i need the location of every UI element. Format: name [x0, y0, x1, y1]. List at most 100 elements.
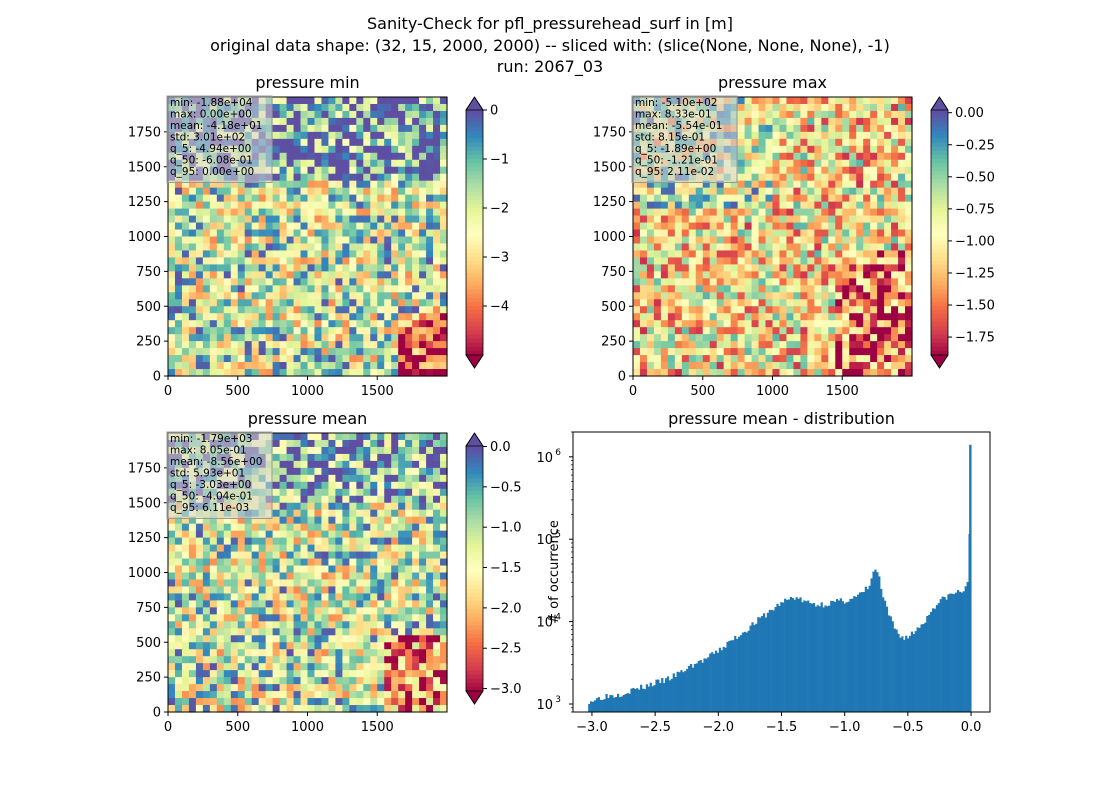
histogram-bar — [705, 658, 708, 712]
histogram-bar — [745, 632, 748, 712]
histogram-bar — [732, 640, 735, 712]
histogram-bar — [901, 636, 904, 712]
stat-line: min: -5.10e+02 — [635, 97, 717, 109]
histogram-bar — [616, 693, 620, 712]
histogram-bar — [615, 697, 618, 712]
x-tick-label: 500 — [225, 720, 250, 735]
histogram-bar — [607, 697, 610, 712]
x-tick-label: 0 — [629, 384, 637, 399]
colorbar-tick-label: −2.5 — [490, 642, 522, 657]
y-tick-label: 1000 — [593, 230, 626, 245]
histogram-bar — [784, 598, 787, 712]
histogram-bar — [880, 588, 883, 712]
histogram-bar — [933, 608, 937, 712]
stat-line: q_95: 6.11e-03 — [170, 502, 249, 514]
histogram-bar — [720, 650, 723, 712]
suptitle-line-1: Sanity-Check for pfl_pressurehead_surf i… — [367, 14, 733, 34]
histogram-bar — [726, 641, 729, 712]
histogram-bar — [924, 622, 927, 712]
y-tick-label: 750 — [136, 265, 161, 280]
suptitle-line-2: original data shape: (32, 15, 2000, 2000… — [210, 36, 890, 55]
histogram-bar — [693, 663, 697, 712]
colorbar-extend-bottom — [465, 354, 484, 369]
histogram-bar — [707, 657, 710, 712]
colorbar-tick-label: 0 — [490, 104, 498, 119]
histogram-bar — [947, 594, 950, 712]
histogram-bar — [851, 598, 854, 712]
histogram-bar — [684, 670, 687, 712]
histogram-bar — [885, 606, 889, 712]
x-tick-label: 500 — [225, 384, 250, 399]
histogram-bar — [945, 599, 948, 712]
histogram-bar — [761, 616, 764, 712]
histogram-bar — [837, 600, 841, 712]
heatmap-panels: pressure min 0 500 1000 1500 0 250 500 750 1000 12… — [128, 73, 995, 735]
histogram-bar — [599, 699, 602, 712]
histogram-bar — [941, 596, 944, 712]
colorbar-tick-label: −1.25 — [955, 266, 995, 281]
histogram-bar — [847, 601, 850, 712]
histogram-bar — [820, 602, 823, 712]
histogram-bar — [624, 694, 627, 712]
colorbar-tick-label: −2 — [490, 202, 509, 217]
histogram-bar — [609, 695, 612, 712]
colorbar-tick-label: 0.0 — [490, 440, 511, 455]
y-tick-label: 750 — [601, 265, 626, 280]
hist-y-tick-exponent: 3 — [555, 695, 561, 705]
x-tick-label: 1000 — [291, 384, 324, 399]
y-tick-label: 1250 — [593, 195, 626, 210]
histogram-bar — [659, 682, 662, 712]
histogram-bar — [803, 600, 806, 712]
histogram-bar — [713, 653, 716, 712]
histogram-bar — [592, 701, 595, 712]
y-tick-label: 250 — [136, 671, 161, 686]
histogram-bar — [764, 617, 768, 712]
histogram-bar — [883, 600, 887, 712]
x-tick-label: 1500 — [361, 720, 394, 735]
histogram-bar — [628, 693, 631, 712]
histogram-bar — [739, 635, 743, 712]
colorbar-tick-label: −4 — [490, 300, 509, 315]
colorbar-extend-top — [930, 96, 949, 111]
histogram-bar — [645, 684, 649, 712]
y-tick-label: 250 — [601, 335, 626, 350]
histogram-bar — [724, 647, 727, 712]
histogram-bar — [918, 627, 921, 712]
histogram-bar — [691, 667, 695, 712]
histogram-bar — [814, 606, 818, 712]
histogram-bar — [810, 603, 814, 712]
suptitle-line-3: run: 2067_03 — [497, 57, 603, 77]
histogram-bar — [743, 631, 746, 712]
stats-box-background — [166, 95, 273, 183]
histogram-bar — [899, 637, 902, 712]
y-tick-label: 1250 — [128, 195, 161, 210]
colorbar-outline — [930, 96, 949, 369]
stat-line: min: -1.79e+03 — [170, 433, 252, 445]
histogram-bar — [618, 697, 622, 712]
hist-y-tick-label: 10 — [536, 698, 553, 713]
histogram-bar — [801, 602, 804, 712]
panel-title: pressure min — [255, 73, 359, 92]
histogram-bar — [857, 594, 860, 712]
histogram-bar — [926, 615, 929, 712]
histogram-bar — [661, 677, 664, 712]
histogram-bar — [749, 625, 752, 712]
histogram-bar — [664, 678, 668, 712]
histogram-bar — [634, 688, 637, 712]
y-tick-label: 500 — [136, 636, 161, 651]
histogram-bar — [826, 606, 829, 712]
histogram-bar — [772, 610, 775, 712]
histogram-bar — [822, 607, 825, 712]
stat-line: q_95: 0.00e+00 — [170, 166, 254, 178]
histogram-bar — [689, 664, 693, 712]
histogram-bar — [943, 596, 946, 712]
y-tick-label: 500 — [136, 300, 161, 315]
colorbar-tick-label: −3 — [490, 251, 509, 266]
histogram-bar — [751, 622, 754, 712]
histogram-bar — [595, 698, 599, 712]
histogram-bar — [638, 689, 641, 712]
histogram-bar — [849, 598, 852, 712]
histogram-bar — [793, 599, 796, 712]
